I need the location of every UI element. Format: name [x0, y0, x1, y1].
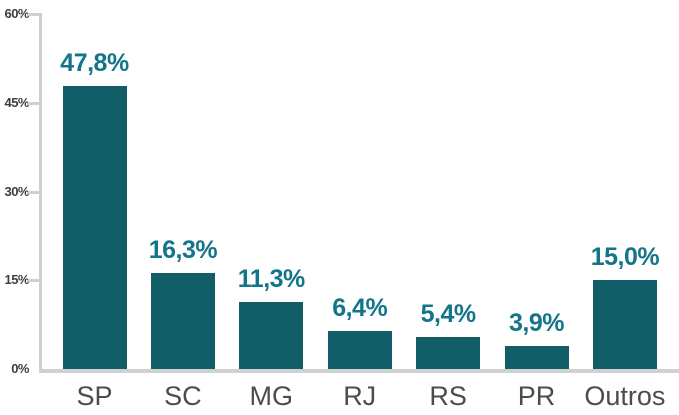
- value-label: 47,8%: [60, 49, 129, 77]
- tick-label: 60%: [4, 6, 29, 21]
- tick-label: 45%: [4, 94, 29, 110]
- category-label: SP: [76, 381, 113, 411]
- bar: [504, 346, 569, 369]
- value-label: 3,9%: [509, 309, 564, 337]
- bar: [416, 337, 481, 369]
- category-label: RJ: [343, 381, 377, 411]
- value-label: 5,4%: [420, 300, 476, 328]
- bar-group: 5,4%: [404, 300, 492, 369]
- category-label: Outros: [584, 381, 666, 411]
- y-axis-line: [39, 13, 42, 373]
- tick: 60%: [0, 6, 40, 22]
- bar: [239, 302, 304, 369]
- bar-group: 6,4%: [316, 294, 404, 369]
- bar-group: 16,3%: [139, 236, 227, 369]
- tick-mark: [28, 101, 40, 105]
- bar: [150, 273, 215, 369]
- bar: [62, 86, 127, 369]
- value-label: 15,0%: [590, 243, 660, 271]
- tick-label: 15%: [4, 272, 29, 288]
- tick: 30%: [0, 184, 40, 200]
- bar-group: 47,8%: [51, 49, 139, 369]
- value-label: 16,3%: [148, 236, 218, 264]
- category-label: SC: [164, 381, 202, 411]
- tick: 45%: [0, 95, 40, 111]
- bar-group: 11,3%: [227, 265, 315, 369]
- x-axis-line: [39, 369, 679, 373]
- tick: 15%: [0, 272, 40, 288]
- category-label: RS: [429, 381, 467, 411]
- tick: 0%: [0, 361, 40, 377]
- tick-label: 0%: [11, 361, 29, 376]
- tick-mark: [28, 190, 40, 194]
- category-label: MG: [249, 381, 294, 411]
- tick-mark: [28, 13, 40, 16]
- bar-group: 3,9%: [493, 309, 581, 369]
- category-label: PR: [517, 381, 556, 411]
- bar-group: 15,0%: [581, 243, 669, 369]
- tick-mark: [28, 279, 40, 283]
- value-label: 11,3%: [237, 265, 306, 293]
- tick-label: 30%: [4, 183, 29, 199]
- value-label: 6,4%: [332, 294, 388, 322]
- bar: [592, 280, 657, 369]
- bar: [327, 331, 392, 369]
